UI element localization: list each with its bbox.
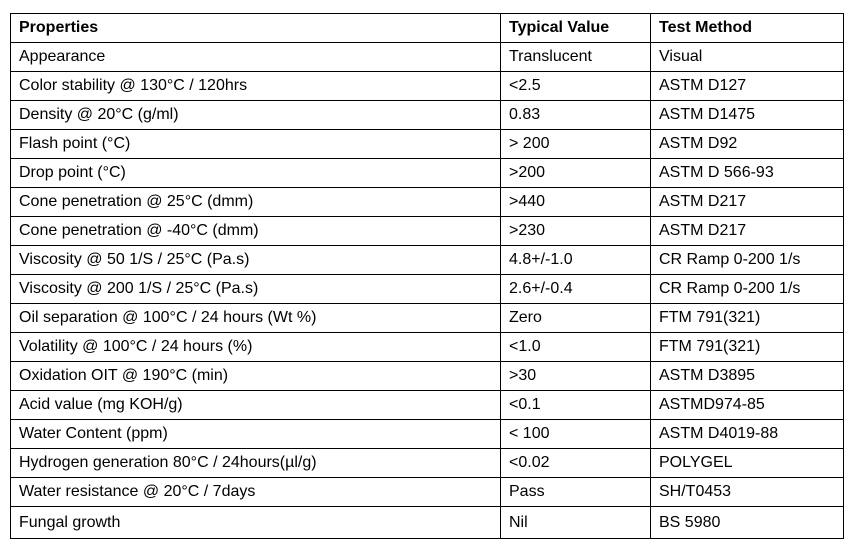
- table-cell: Cone penetration @ 25°C (dmm): [10, 187, 501, 217]
- properties-table: Properties Typical Value Test Method Appea…: [10, 13, 844, 539]
- table-cell: Appearance: [10, 42, 501, 72]
- table-row: Viscosity @ 50 1/S / 25°C (Pa.s) 4.8+/-1.…: [10, 245, 844, 275]
- table-cell: Translucent: [500, 42, 651, 72]
- table-cell: Color stability @ 130°C / 120hrs: [10, 71, 501, 101]
- table-cell: FTM 791(321): [650, 303, 844, 333]
- table-cell: CR Ramp 0-200 1/s: [650, 245, 844, 275]
- table-row: Water Content (ppm) < 100 ASTM D4019-88: [10, 419, 844, 449]
- table-cell: Hydrogen generation 80°C / 24hours(µl/g): [10, 448, 501, 478]
- table-cell: ASTMD974-85: [650, 390, 844, 420]
- table-cell: Viscosity @ 50 1/S / 25°C (Pa.s): [10, 245, 501, 275]
- table-row: Fungal growth Nil BS 5980: [10, 506, 844, 539]
- table-cell: Flash point (°C): [10, 129, 501, 159]
- table-cell: Acid value (mg KOH/g): [10, 390, 501, 420]
- table-cell: ASTM D217: [650, 216, 844, 246]
- table-row: Hydrogen generation 80°C / 24hours(µl/g)…: [10, 448, 844, 478]
- table-row: Color stability @ 130°C / 120hrs <2.5 ASTM…: [10, 71, 844, 101]
- table-cell: >200: [500, 158, 651, 188]
- table-row: Drop point (°C) >200 ASTM D 566-93: [10, 158, 844, 188]
- table-cell: Water resistance @ 20°C / 7days: [10, 477, 501, 507]
- table-cell: FTM 791(321): [650, 332, 844, 362]
- table-cell: BS 5980: [650, 506, 844, 539]
- header-cell: Test Method: [650, 13, 844, 43]
- table-cell: SH/T0453: [650, 477, 844, 507]
- table-body: Appearance Translucent Visual Color stabili…: [10, 42, 844, 539]
- header-cell: Typical Value: [500, 13, 651, 43]
- table-cell: ASTM D217: [650, 187, 844, 217]
- table-row: Volatility @ 100°C / 24 hours (%) <1.0 FTM…: [10, 332, 844, 362]
- table-cell: ASTM D4019-88: [650, 419, 844, 449]
- table-row: Cone penetration @ -40°C (dmm) >230 ASTM D…: [10, 216, 844, 246]
- table-cell: ASTM D127: [650, 71, 844, 101]
- table-cell: Fungal growth: [10, 506, 501, 539]
- table-cell: ASTM D92: [650, 129, 844, 159]
- table-cell: < 100: [500, 419, 651, 449]
- table-cell: Drop point (°C): [10, 158, 501, 188]
- table-row: Appearance Translucent Visual: [10, 42, 844, 72]
- table-cell: > 200: [500, 129, 651, 159]
- header-row: Properties Typical Value Test Method: [10, 13, 844, 43]
- table-cell: 0.83: [500, 100, 651, 130]
- table-cell: >30: [500, 361, 651, 391]
- table-cell: Volatility @ 100°C / 24 hours (%): [10, 332, 501, 362]
- table-row: Oil separation @ 100°C / 24 hours (Wt %)…: [10, 303, 844, 333]
- table-row: Water resistance @ 20°C / 7days Pass SH/T0…: [10, 477, 844, 507]
- table-row: Cone penetration @ 25°C (dmm) >440 ASTM D2…: [10, 187, 844, 217]
- table-cell: Water Content (ppm): [10, 419, 501, 449]
- table-cell: <2.5: [500, 71, 651, 101]
- table-cell: POLYGEL: [650, 448, 844, 478]
- table-cell: 2.6+/-0.4: [500, 274, 651, 304]
- table-row: Density @ 20°C (g/ml) 0.83 ASTM D1475: [10, 100, 844, 130]
- table-cell: >230: [500, 216, 651, 246]
- table-cell: Oxidation OIT @ 190°C (min): [10, 361, 501, 391]
- table-cell: Nil: [500, 506, 651, 539]
- table-row: Flash point (°C) > 200 ASTM D92: [10, 129, 844, 159]
- table-cell: Density @ 20°C (g/ml): [10, 100, 501, 130]
- table-cell: >440: [500, 187, 651, 217]
- table-cell: <1.0: [500, 332, 651, 362]
- table-row: Acid value (mg KOH/g) <0.1 ASTMD974-85: [10, 390, 844, 420]
- table-cell: Visual: [650, 42, 844, 72]
- table-row: Viscosity @ 200 1/S / 25°C (Pa.s) 2.6+/-0…: [10, 274, 844, 304]
- table-row: Oxidation OIT @ 190°C (min) >30 ASTM D3895: [10, 361, 844, 391]
- table-cell: Viscosity @ 200 1/S / 25°C (Pa.s): [10, 274, 501, 304]
- table-cell: Pass: [500, 477, 651, 507]
- table-cell: CR Ramp 0-200 1/s: [650, 274, 844, 304]
- table-cell: 4.8+/-1.0: [500, 245, 651, 275]
- table-cell: ASTM D 566-93: [650, 158, 844, 188]
- table-cell: <0.02: [500, 448, 651, 478]
- table-cell: Cone penetration @ -40°C (dmm): [10, 216, 501, 246]
- table-cell: ASTM D1475: [650, 100, 844, 130]
- table-cell: ASTM D3895: [650, 361, 844, 391]
- table-cell: Oil separation @ 100°C / 24 hours (Wt %): [10, 303, 501, 333]
- header-cell: Properties: [10, 13, 501, 43]
- table-cell: <0.1: [500, 390, 651, 420]
- table-cell: Zero: [500, 303, 651, 333]
